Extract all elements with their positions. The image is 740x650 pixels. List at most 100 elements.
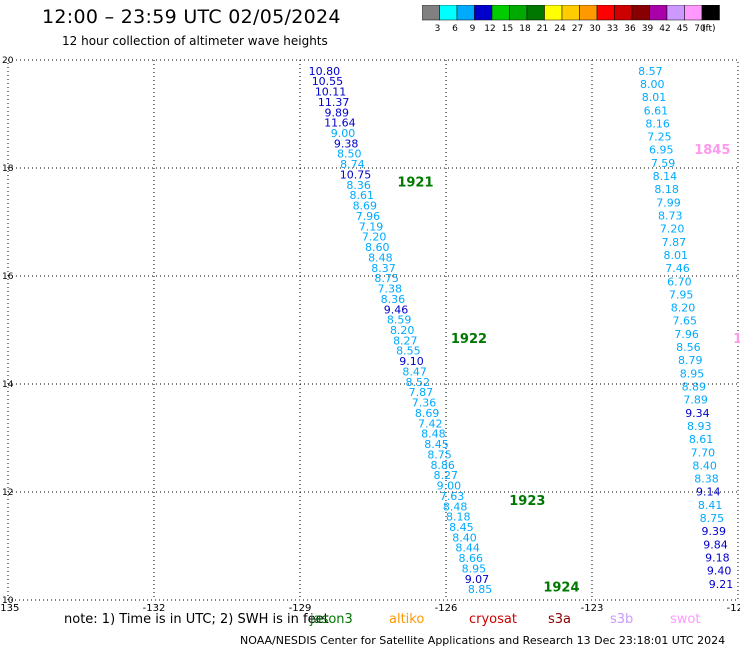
latitude-tick-label: 20 xyxy=(2,56,14,66)
colorbar-unit: (ft) xyxy=(702,24,716,33)
wave-height-reading: 8.41 xyxy=(698,499,723,512)
wave-height-reading: 7.36 xyxy=(412,397,437,410)
longitude-tick-label: -120 xyxy=(727,603,740,612)
wave-height-reading: 7.89 xyxy=(683,394,708,407)
wave-height-reading: 8.20 xyxy=(671,302,696,315)
wave-height-reading: 10.11 xyxy=(315,86,347,99)
satellite-track: 10.8010.5510.1111.379.8911.649.009.388.5… xyxy=(309,65,493,596)
wave-height-reading: 9.00 xyxy=(437,480,462,493)
wave-height-reading: 8.48 xyxy=(421,428,446,441)
wave-height-reading: 9.39 xyxy=(701,525,726,538)
colorbar-tick-label: 12 xyxy=(484,24,495,33)
wave-height-reading: 6.70 xyxy=(667,275,692,288)
wave-height-reading: 8.93 xyxy=(687,420,712,433)
wave-height-reading: 10.80 xyxy=(309,65,341,78)
colorbar-tick-label: 39 xyxy=(642,24,654,33)
latitude-tick-label: 12 xyxy=(2,488,13,498)
latitude-tick-label: 10 xyxy=(2,596,14,606)
colorbar-tick-label: 6 xyxy=(452,24,458,33)
wave-height-reading: 9.18 xyxy=(705,551,730,564)
wave-height-reading: 8.95 xyxy=(680,367,705,380)
wave-height-reading: 8.75 xyxy=(700,512,725,525)
wave-height-reading: 9.89 xyxy=(325,106,350,119)
wave-height-reading: 8.66 xyxy=(458,552,483,565)
wave-height-reading: 10.75 xyxy=(340,168,372,181)
wave-height-reading: 9.40 xyxy=(707,565,732,578)
wave-height-reading: 8.69 xyxy=(353,200,378,213)
wave-height-reading: 8.44 xyxy=(455,542,480,555)
wave-height-reading: 8.47 xyxy=(402,365,427,378)
wave-height-reading: 9.84 xyxy=(703,538,728,551)
wave-height-reading: 8.45 xyxy=(449,521,474,534)
wave-height-reading: 8.40 xyxy=(452,531,477,544)
wave-height-reading: 7.99 xyxy=(656,196,681,209)
wave-height-reading: 10.55 xyxy=(312,75,344,88)
colorbar-tick-label: 42 xyxy=(659,24,670,33)
wave-height-reading: 8.57 xyxy=(638,65,663,78)
wave-height-reading: 7.19 xyxy=(359,220,384,233)
pass-time-label: 1845 xyxy=(694,143,730,158)
wave-height-reading: 8.75 xyxy=(374,272,399,285)
wave-height-reading: 8.01 xyxy=(663,249,688,262)
wave-height-reading: 9.00 xyxy=(331,127,356,140)
longitude-tick-label: -132 xyxy=(143,603,166,612)
wave-height-reading: 8.48 xyxy=(443,500,468,513)
latitude-tick-label: 18 xyxy=(2,164,14,174)
wave-height-reading: 7.96 xyxy=(356,210,381,223)
colorbar-tick-label: 45 xyxy=(677,24,688,33)
wave-height-reading: 8.69 xyxy=(415,407,440,420)
wave-height-reading: 7.63 xyxy=(440,490,465,503)
wave-height-reading: 8.18 xyxy=(654,183,679,196)
wave-height-reading: 8.61 xyxy=(349,189,374,202)
wave-height-reading: 7.20 xyxy=(660,223,685,236)
wave-height-reading: 8.95 xyxy=(462,562,487,575)
satellite-track: 8.578.008.016.618.167.256.957.598.148.18… xyxy=(638,65,733,591)
wave-height-reading: 8.61 xyxy=(689,433,714,446)
legend-jason3: jason3 xyxy=(310,612,353,627)
wave-height-reading: 7.59 xyxy=(651,157,676,170)
wave-height-map: -135 -132 -129 -126 -123 -120 20 18 16 14 12 10 10.8… xyxy=(0,56,740,612)
wave-height-reading: 8.27 xyxy=(393,334,418,347)
wave-height-reading: 9.38 xyxy=(334,137,359,150)
legend-cryosat: cryosat xyxy=(469,612,517,627)
wave-height-reading: 6.95 xyxy=(649,144,674,157)
wave-height-reading: 7.20 xyxy=(362,231,387,244)
colorbar-tick-label: 15 xyxy=(502,24,513,33)
wave-height-reading: 8.60 xyxy=(365,241,390,254)
wave-height-reading: 7.70 xyxy=(691,446,716,459)
latitude-tick-label: 14 xyxy=(2,380,14,390)
longitude-tick-label: -123 xyxy=(581,603,604,612)
footer-note: note: 1) Time is in UTC; 2) SWH is in fe… xyxy=(64,612,329,627)
footer-credit: NOAA/NESDIS Center for Satellite Applica… xyxy=(240,634,726,647)
pass-time-label: 1924 xyxy=(543,581,579,596)
wave-height-reading: 8.75 xyxy=(427,448,452,461)
wave-height-reading: 8.52 xyxy=(406,376,431,389)
wave-height-reading: 8.36 xyxy=(381,293,406,306)
wave-height-colorbar: 3 6 9 12 15 18 21 24 27 30 33 36 39 42 45 70(ft) xyxy=(422,5,720,33)
wave-height-reading: 8.16 xyxy=(645,117,670,130)
map-subtitle: 12 hour collection of altimeter wave hei… xyxy=(62,34,328,48)
wave-height-reading: 7.65 xyxy=(673,315,698,328)
wave-height-reading: 9.07 xyxy=(465,573,490,586)
wave-height-reading: 8.86 xyxy=(430,459,455,472)
legend-swot: swot xyxy=(670,612,701,627)
wave-height-reading: 8.20 xyxy=(390,324,415,337)
wave-height-reading: 8.74 xyxy=(340,158,365,171)
legend-s3b: s3b xyxy=(610,612,634,627)
wave-height-reading: 7.96 xyxy=(674,328,699,341)
wave-height-reading: 7.87 xyxy=(662,236,687,249)
wave-height-reading: 8.48 xyxy=(368,251,393,264)
pass-time-label: 1923 xyxy=(509,494,545,509)
map-frame xyxy=(7,59,739,601)
wave-height-reading: 8.00 xyxy=(640,78,665,91)
wave-height-reading: 8.89 xyxy=(682,380,707,393)
colorbar-tick-label: 27 xyxy=(572,24,583,33)
wave-height-reading: 11.37 xyxy=(318,96,350,109)
wave-height-reading: 8.79 xyxy=(678,354,703,367)
wave-height-reading: 8.73 xyxy=(658,209,683,222)
map-title: 12:00 – 23:59 UTC 02/05/2024 xyxy=(42,6,341,28)
wave-height-reading: 9.46 xyxy=(384,303,409,316)
wave-height-reading: 7.95 xyxy=(669,288,694,301)
wave-height-reading: 8.59 xyxy=(387,314,412,327)
colorbar-tick-label: 70 xyxy=(694,24,706,33)
